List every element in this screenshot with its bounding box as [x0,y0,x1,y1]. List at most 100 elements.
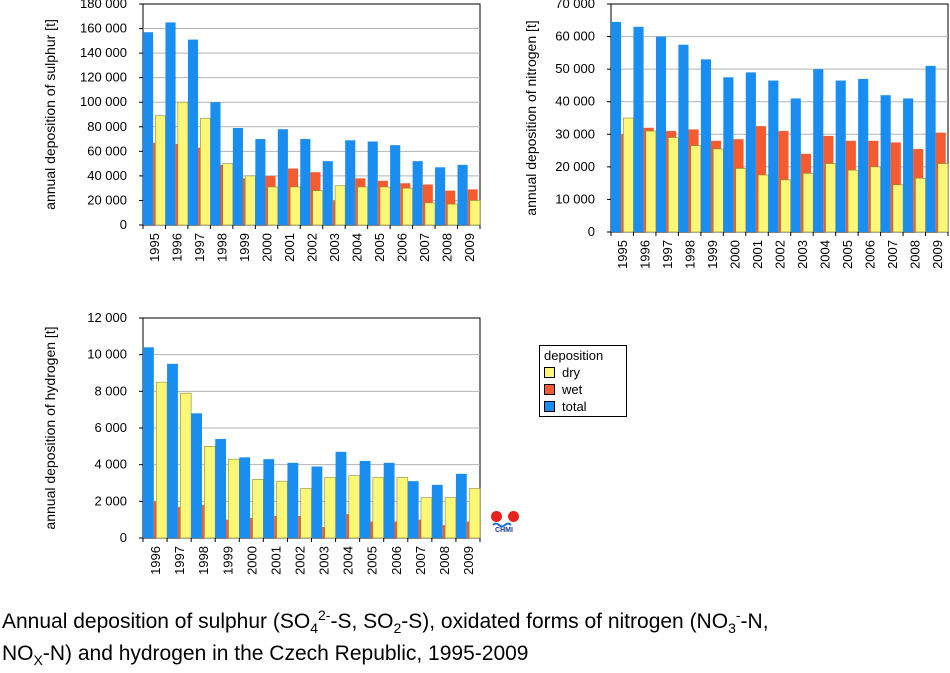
bar-total-1998 [678,44,689,232]
bar-dry-2000 [267,186,279,226]
bar-dry-2000 [735,168,747,233]
bar-total-2001 [745,72,756,233]
bar-dry-1997 [180,392,192,539]
x-tick-label-2000: 2000 [260,233,275,262]
y-tick-label: 10 000 [555,191,595,206]
y-tick-label: 40 000 [87,168,127,183]
bar-total-2007 [412,161,423,225]
bar-dry-2004 [357,186,368,226]
bar-dry-2002 [300,488,312,539]
bar-total-2005 [835,80,846,233]
bar-dry-2007 [420,497,433,539]
legend-swatch-dry [544,367,555,378]
bar-total-1997 [655,36,667,233]
bar-total-1995 [611,21,622,232]
x-tick-label-2002: 2002 [292,546,307,575]
bar-dry-2008 [915,177,926,233]
bar-total-2005 [359,461,371,538]
logo-label: CHMI [495,527,513,534]
hydrogen-deposition-chart: 0 2 000 4 000 6 000 8 000 10 000 12 000 annual … [42,310,481,575]
bar-dry-2009 [469,200,481,226]
bar-total-1997 [167,363,178,538]
figure-caption: Annual deposition of sulphur (SO42--S, S… [2,607,769,669]
bar-dry-2003 [334,185,346,226]
x-tick-label-1998: 1998 [196,546,211,575]
x-tick-label-2008: 2008 [439,233,454,262]
bar-dry-2002 [312,190,324,226]
x-tick-label-2001: 2001 [282,233,297,262]
y-tick-label: 0 [120,530,127,545]
legend-item-wet: wet [544,381,622,398]
bar-total-2004 [335,451,347,538]
x-tick-label-1998: 1998 [683,240,698,269]
x-tick-label-1998: 1998 [215,233,230,262]
bar-dry-1995 [623,117,634,233]
x-tick-label-1997: 1997 [660,240,675,269]
bar-total-2009 [925,65,936,232]
x-tick-label-2005: 2005 [372,233,387,262]
legend-title: deposition [544,348,604,363]
x-tick-label-1995: 1995 [615,240,630,269]
x-tick-label-2003: 2003 [795,240,810,269]
bar-total-2004 [813,69,824,233]
bar-total-2005 [367,141,378,225]
y-axis-label: annual deposition of nitrogen [t] [523,20,539,215]
bar-dry-1996 [177,101,189,226]
x-tick-label-2007: 2007 [417,233,432,262]
x-tick-label-1997: 1997 [172,546,187,575]
legend-swatch-total [544,401,555,412]
bar-total-1998 [191,413,202,538]
bar-dry-2001 [276,480,288,539]
y-tick-label: 80 000 [87,119,127,134]
x-tick-label-2007: 2007 [413,546,428,575]
sulphur-deposition-chart: 0 20 000 40 000 60 000 80 000 100 000 120 000 1… [42,0,481,262]
nitrogen-deposition-chart: 0 10 000 20 000 30 000 40 000 50 000 60 000 70 … [523,0,949,269]
y-tick-label: 10 000 [87,347,127,362]
x-tick-label-2001: 2001 [268,546,283,575]
bar-total-1999 [232,128,243,225]
x-tick-label-1996: 1996 [148,546,163,575]
x-tick-label-2003: 2003 [327,233,342,262]
bar-total-2004 [345,140,356,225]
bar-total-2000 [255,139,266,225]
bar-total-2002 [300,139,311,225]
bar-total-2006 [383,462,395,538]
x-tick-label-2001: 2001 [750,240,765,269]
bar-dry-2003 [324,477,336,539]
legend: deposition dry wet total [539,345,627,417]
y-tick-label: 2 000 [94,493,127,508]
bar-total-2009 [455,473,467,538]
y-tick-label: 4 000 [94,457,127,472]
bar-total-2006 [390,145,401,225]
x-tick-label-2006: 2006 [394,233,409,262]
bar-dry-2007 [892,184,904,233]
x-tick-label-2005: 2005 [365,546,380,575]
y-axis-label: annual deposition of sulphur [t] [42,19,58,210]
x-tick-label-2004: 2004 [817,240,832,269]
bar-dry-2002 [780,179,792,233]
x-tick-label-1999: 1999 [220,546,235,575]
x-tick-label-1995: 1995 [147,233,162,262]
bar-dry-2008 [444,497,457,539]
bar-dry-2005 [372,477,385,539]
bar-dry-1998 [690,145,702,233]
bar-total-1999 [215,439,227,538]
legend-label-wet: wet [562,382,583,397]
x-tick-label-2009: 2009 [462,233,477,262]
bar-dry-2008 [447,203,458,226]
y-tick-label: 0 [588,224,595,239]
logo-dot-left [491,511,502,522]
bar-total-2007 [880,95,891,232]
bar-dry-2006 [396,477,409,539]
y-tick-label: 180 000 [80,0,127,11]
bar-dry-1998 [204,446,216,539]
bar-dry-1995 [155,115,166,226]
bar-total-2009 [457,164,468,225]
x-tick-label-2004: 2004 [341,546,356,575]
bar-dry-2009 [937,163,949,233]
x-tick-label-2007: 2007 [885,240,900,269]
y-tick-label: 6 000 [94,420,127,435]
bar-total-2003 [311,466,323,538]
bar-dry-2004 [825,163,836,233]
y-tick-label: 160 000 [80,21,127,36]
